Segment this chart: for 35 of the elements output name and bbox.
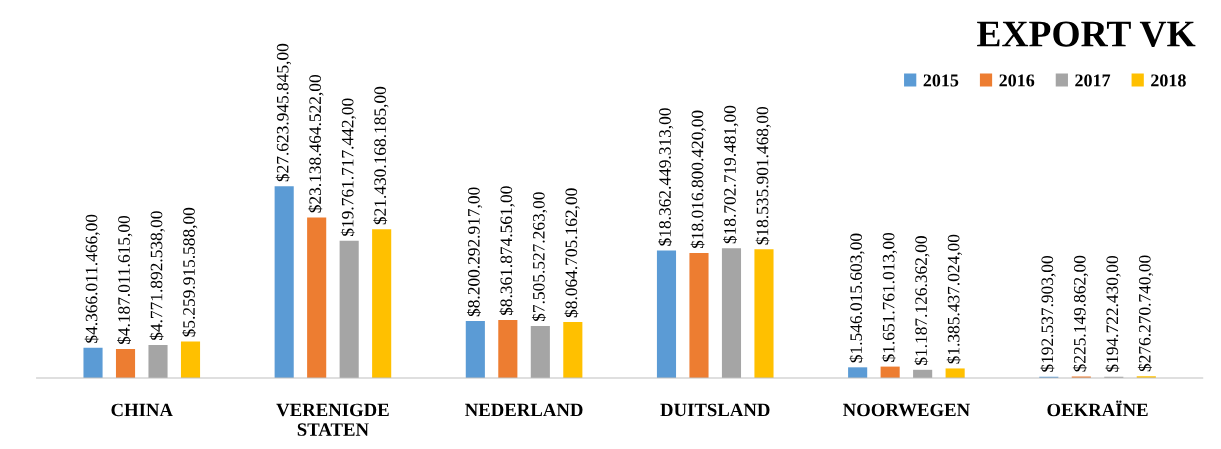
legend-label: 2015 (923, 74, 959, 87)
data-label: $21.430.168.185,00 (373, 86, 389, 225)
data-label: $27.623.945.845,00 (275, 43, 292, 182)
data-label: $4.366.011.466,00 (84, 214, 100, 343)
data-label: $19.761.717.442,00 (340, 98, 357, 236)
chart-title: EXPORT VK (977, 21, 1196, 47)
legend-label: 2018 (1151, 74, 1186, 87)
data-label: $18.016.800.420,00 (690, 110, 706, 249)
x-tick-label: OEKRAÏNE (1047, 400, 1148, 417)
data-label: $276.270.740,00 (1137, 255, 1154, 372)
data-label: $1.651.761.013,00 (881, 232, 897, 362)
legend-label: 2017 (1075, 74, 1111, 87)
data-label: $5.259.915.588,00 (182, 207, 198, 337)
data-label: $4.771.892.538,00 (149, 211, 165, 341)
data-label: $194.722.430,00 (1105, 256, 1121, 372)
data-label: $23.138.464.522,00 (308, 75, 324, 213)
data-label: $1.546.015.603,00 (849, 233, 865, 363)
data-label: $8.200.292.917,00 (466, 187, 483, 317)
x-tick-label: CHINA (111, 403, 173, 417)
data-label: $8.064.705.162,00 (564, 188, 580, 318)
x-tick-label: NOORWEGEN (843, 403, 970, 417)
x-tick-label: DUITSLAND (660, 403, 770, 417)
legend-label: 2016 (999, 74, 1035, 87)
data-label: $18.535.901.468,00 (755, 106, 771, 245)
x-tick-label: NEDERLAND (465, 403, 583, 417)
data-label: $18.362.449.313,00 (658, 108, 674, 246)
data-label: $192.537.903,00 (1040, 256, 1056, 372)
x-tick-label: VERENIGDE STATEN (276, 403, 389, 436)
data-label: $1.187.126.362,00 (914, 236, 930, 365)
data-label: $1.385.437.024,00 (946, 234, 962, 364)
data-label: $7.505.527.263,00 (531, 192, 548, 322)
data-label: $8.361.874.561,00 (499, 186, 515, 316)
data-label: $18.702.719.481,00 (723, 105, 739, 244)
data-label: $225.149.862,00 (1072, 255, 1089, 372)
data-label: $4.187.011.615,00 (117, 215, 133, 345)
